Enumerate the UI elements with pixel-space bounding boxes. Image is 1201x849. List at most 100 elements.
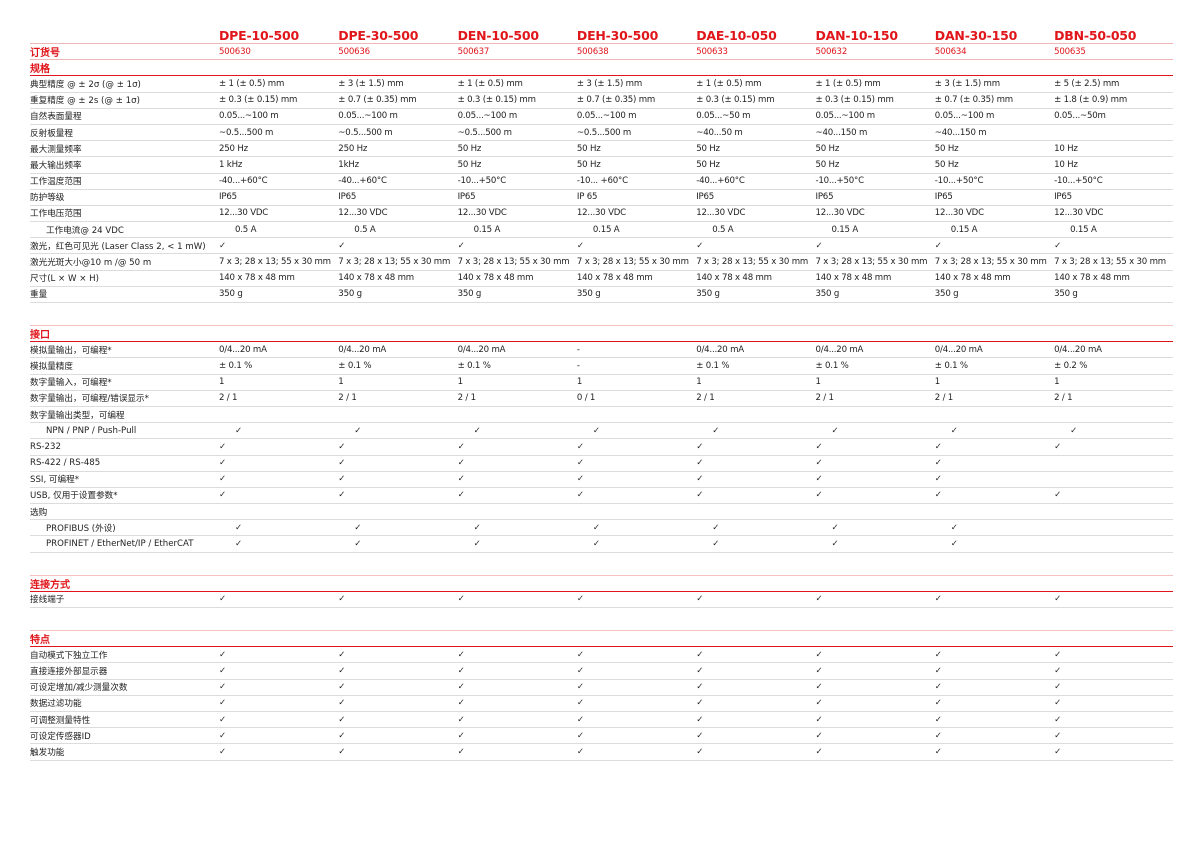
spec-value: 1 (338, 377, 344, 388)
spec-value: 0.5 A (235, 224, 257, 235)
spec-value: ✓ (934, 441, 942, 452)
spec-value: ✓ (815, 594, 823, 605)
spec-value: 0.15 A (592, 224, 620, 235)
model-header-row: DPE-10-500 DPE-30-500 DEN-10-500 DEH-30-500… (30, 27, 1173, 44)
spec-label: 数字量输出类型，可编程 (30, 410, 125, 421)
spec-row: RS-422 / RS-485 ✓ ✓ ✓ ✓ ✓ ✓ ✓ (30, 456, 1173, 472)
spec-value: ✓ (219, 665, 227, 676)
spec-label: 典型精度 @ ± 2σ (@ ± 1σ) (30, 79, 141, 90)
spec-value: 50 Hz (696, 143, 720, 154)
spec-value: 1 (696, 377, 702, 388)
spec-label: 自动模式下独立工作 (30, 650, 108, 661)
spec-value: ± 0.1 % (934, 360, 968, 371)
spec-value: ± 1 (± 0.5) mm (457, 78, 523, 89)
spec-value: IP65 (338, 192, 357, 203)
section-title: 规格 (30, 64, 50, 76)
spec-value: 0.05...~100 m (815, 111, 875, 122)
spec-value: -40...+60°C (338, 176, 387, 187)
spec-value: 140 x 78 x 48 mm (219, 273, 295, 284)
spec-value: 0/4...20 mA (815, 344, 864, 355)
spec-value: ✓ (457, 714, 465, 725)
spec-value: 0.05...~100 m (576, 111, 637, 122)
spec-value: 12...30 VDC (457, 208, 507, 219)
spec-label: 直接连接外部显示器 (30, 666, 108, 677)
spec-value: 7 x 3; 28 x 13; 55 x 30 mm (338, 257, 451, 268)
spec-value: 50 Hz (696, 159, 720, 170)
section-title: 接口 (30, 330, 50, 342)
spec-value: ~0.5...500 m (338, 127, 393, 138)
spec-value: ✓ (338, 746, 346, 757)
spec-value: ✓ (815, 698, 823, 709)
spec-row: 典型精度 @ ± 2σ (@ ± 1σ) ± 1 (± 0.5) mm ± 3 (±… (30, 76, 1173, 93)
spec-value: ✓ (1054, 240, 1062, 251)
spec-value: ✓ (219, 649, 227, 660)
spec-value: ✓ (576, 594, 584, 605)
spec-label: 最大测量频率 (30, 144, 82, 155)
spec-value: 0/4...20 mA (219, 344, 267, 355)
spec-value: ✓ (696, 458, 704, 469)
spec-value: 50 Hz (934, 159, 959, 170)
spec-value: ~0.5...500 m (457, 127, 512, 138)
spec-value: ± 5 (± 2.5) mm (1054, 78, 1120, 89)
spec-value: ✓ (1070, 425, 1078, 436)
spec-value: ✓ (338, 698, 346, 709)
spec-value: ✓ (696, 714, 704, 725)
spec-value: 7 x 3; 28 x 13; 55 x 30 mm (696, 257, 809, 268)
spec-row: 尺寸(L × W × H) 140 x 78 x 48 mm 140 x 78 x … (30, 271, 1173, 287)
section-title: 连接方式 (30, 579, 70, 591)
model-name: DAN-30-150 (934, 27, 1018, 43)
model-name: DPE-10-500 (219, 27, 299, 43)
spec-row: 工作电压范围 12...30 VDC 12...30 VDC 12...30 VDC 1… (30, 206, 1173, 223)
spec-value: ✓ (1054, 730, 1062, 741)
spec-value: ✓ (696, 682, 704, 693)
spec-value: ± 0.1 % (696, 360, 730, 371)
spec-row: 数字量输出类型，可编程 (30, 407, 1173, 424)
spec-value: 0.05...~100 m (457, 111, 518, 122)
spec-value: ✓ (219, 441, 227, 452)
spec-value: ✓ (457, 665, 465, 676)
spec-value: 140 x 78 x 48 mm (815, 273, 892, 284)
spec-value: ~0.5...500 m (219, 127, 274, 138)
spec-value: ✓ (934, 698, 942, 709)
spec-value: ✓ (457, 594, 465, 605)
spec-value: ✓ (473, 425, 481, 436)
spec-value: ✓ (815, 474, 823, 485)
spec-value: 12...30 VDC (338, 208, 388, 219)
spec-value: ✓ (1054, 665, 1062, 676)
spec-value: 0/4...20 mA (696, 344, 744, 355)
spec-value: ~40...150 m (934, 127, 987, 138)
spec-value: ✓ (457, 240, 465, 251)
spec-row: 模拟量输出，可编程* 0/4...20 mA 0/4...20 mA 0/4...20… (30, 342, 1173, 359)
model-name: DAN-10-150 (815, 27, 898, 43)
section-gap (30, 553, 1173, 576)
spec-value: ✓ (1054, 698, 1062, 709)
model-name: DPE-30-500 (338, 27, 419, 43)
spec-value: ✓ (696, 665, 704, 676)
order-number: 500634 (934, 46, 967, 57)
spec-value: ✓ (696, 698, 704, 709)
spec-label: 数字量输入，可编程* (30, 378, 112, 389)
spec-value: ✓ (576, 240, 584, 251)
spec-value: - (576, 344, 580, 355)
spec-value: ± 0.3 (± 0.15) mm (815, 95, 894, 106)
spec-row: 触发功能 ✓ ✓ ✓ ✓ ✓ ✓ ✓ ✓ (30, 744, 1173, 761)
spec-value: -40...+60°C (696, 176, 745, 187)
order-number: 500636 (338, 46, 370, 57)
spec-value: ± 1 (± 0.5) mm (219, 78, 285, 89)
order-number: 500637 (457, 46, 490, 57)
section-header: 规格 (30, 60, 1173, 77)
spec-value: -40...+60°C (219, 176, 268, 187)
spec-value: ✓ (338, 490, 346, 501)
spec-value: 140 x 78 x 48 mm (1054, 273, 1130, 284)
spec-value: ✓ (219, 746, 227, 757)
spec-value: ✓ (592, 539, 600, 550)
spec-value: IP65 (815, 192, 834, 203)
spec-value: 1 (457, 377, 463, 388)
spec-value: ✓ (457, 441, 465, 452)
spec-value: ✓ (219, 698, 227, 709)
spec-row: 数据过滤功能 ✓ ✓ ✓ ✓ ✓ ✓ ✓ ✓ (30, 696, 1173, 712)
spec-value: ✓ (338, 649, 346, 660)
order-number-row: 订货号 500630 500636 500637 500638 500633 500632 5… (30, 44, 1173, 61)
spec-value: 0.05...~100 m (934, 111, 995, 122)
model-name: DEN-10-500 (457, 27, 539, 43)
